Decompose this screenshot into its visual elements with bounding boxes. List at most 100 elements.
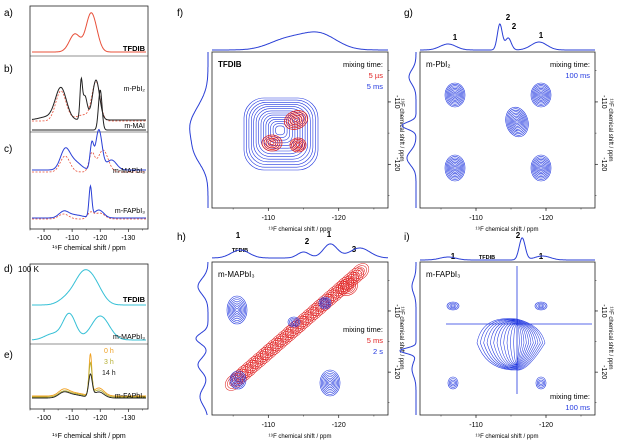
h-axes: -110 -110 -120 -120 — [232, 280, 400, 429]
spectrum-100k-tfdib — [32, 269, 146, 306]
contour-line — [444, 154, 466, 182]
contour-line — [534, 159, 548, 177]
contour-line — [490, 320, 536, 368]
contour-line — [284, 329, 295, 339]
contour-line — [539, 304, 543, 308]
f-sample-label: TFDIB — [218, 60, 242, 69]
contour-line — [312, 309, 318, 314]
contour-line — [231, 372, 245, 388]
contour-line — [505, 106, 529, 138]
panel-letter-g: g) — [404, 8, 413, 19]
contour-line — [453, 93, 457, 97]
contour-line — [537, 303, 545, 309]
contour-line — [286, 331, 292, 336]
contour-line — [323, 374, 337, 392]
contour-line — [452, 164, 458, 172]
x-tick-label: -100 — [37, 235, 51, 242]
contour-line — [264, 346, 274, 356]
contour-line — [536, 378, 546, 388]
peak-label: 1 — [327, 230, 332, 239]
x-axis-label-bottom: ¹⁹F chemical shift / ppm — [52, 433, 126, 440]
panel-letter-c: c) — [4, 144, 12, 155]
x-tick-label: -100 — [37, 415, 51, 422]
i-mixing-title: mixing time: — [550, 392, 590, 401]
spectrum-fapbi3 — [32, 184, 146, 219]
contour-line — [235, 307, 239, 313]
contour-line — [449, 160, 461, 176]
peak-label: 1 — [236, 231, 241, 240]
contour-line — [480, 318, 543, 370]
f-top-projection — [212, 31, 388, 51]
contour-line — [276, 340, 282, 345]
h-mixing-title: mixing time: — [343, 325, 383, 334]
contour-line — [232, 304, 242, 316]
x-axis-label-top: ¹⁹F chemical shift / ppm — [52, 245, 126, 252]
contour-line — [536, 161, 546, 175]
label-mapbi3: m-MAPbI₃ — [113, 168, 145, 175]
contour-line — [309, 307, 320, 317]
contour-line — [263, 114, 298, 149]
i-contours — [446, 266, 592, 394]
x-tick-label: -110 — [469, 215, 483, 222]
contour-line — [538, 164, 544, 172]
contour-line — [539, 166, 543, 170]
h-contours — [224, 263, 370, 397]
contour-line — [327, 379, 333, 387]
panel-letter-a: a) — [4, 8, 13, 19]
contour-line — [343, 283, 353, 291]
contour-line — [272, 123, 288, 138]
f-y-axis-label: ¹⁹F chemical shift / ppm — [398, 99, 405, 162]
contour-line — [269, 342, 279, 352]
i-sample-label: m-FAPbI₃ — [426, 270, 460, 279]
contour-line — [447, 376, 459, 390]
contour-line — [246, 99, 316, 168]
contour-line — [451, 90, 459, 100]
contour-line — [530, 154, 552, 182]
contour-line — [444, 82, 466, 108]
g-sample-label: m-PbI₂ — [426, 60, 450, 69]
contour-line — [236, 378, 240, 382]
contour-line — [227, 297, 247, 323]
contour-line — [532, 157, 550, 179]
spectrum-mapbi3 — [32, 128, 146, 171]
contour-line — [323, 301, 327, 305]
contour-line — [515, 120, 519, 124]
contour-line — [270, 121, 291, 141]
contour-line — [532, 85, 550, 105]
contour-line — [535, 88, 547, 102]
x-tick-label: -120 — [93, 235, 107, 242]
contour-line — [263, 136, 281, 150]
contour-line — [231, 302, 243, 318]
f-mix-blue: 5 ms — [367, 82, 384, 91]
contour-line — [248, 102, 314, 165]
contour-line — [299, 315, 310, 325]
contour-line — [353, 265, 367, 279]
contour-line — [345, 267, 365, 286]
g-mixing-title: mixing time: — [550, 60, 590, 69]
contour-line — [332, 291, 338, 297]
contour-line — [538, 92, 544, 98]
contour-line — [446, 157, 464, 179]
contour-line — [243, 97, 319, 171]
contour-line — [320, 371, 340, 395]
spectrum-fapbi3-14h — [32, 373, 146, 399]
peak-label: 2 — [512, 22, 517, 31]
i-x-axis-label: ¹⁹F chemical shift / ppm — [476, 433, 539, 440]
contour-line — [530, 82, 552, 108]
contour-line — [233, 375, 243, 385]
contour-line — [324, 376, 336, 390]
x-tick-label: -120 — [93, 415, 107, 422]
contour-line — [506, 108, 528, 136]
contour-line — [319, 369, 341, 397]
peak-label: 2 — [305, 237, 310, 246]
contour-line — [535, 376, 547, 390]
panel-letter-e: e) — [4, 350, 13, 361]
contour-line — [291, 138, 305, 151]
i-mix-blue: 100 ms — [565, 403, 590, 412]
peak-label: 1 — [453, 33, 458, 42]
y-tick-label: -120 — [600, 365, 607, 379]
contour-line — [269, 140, 275, 145]
contour-line — [232, 373, 244, 387]
y-tick-label: -110 — [393, 95, 400, 109]
contour-line — [539, 381, 543, 385]
